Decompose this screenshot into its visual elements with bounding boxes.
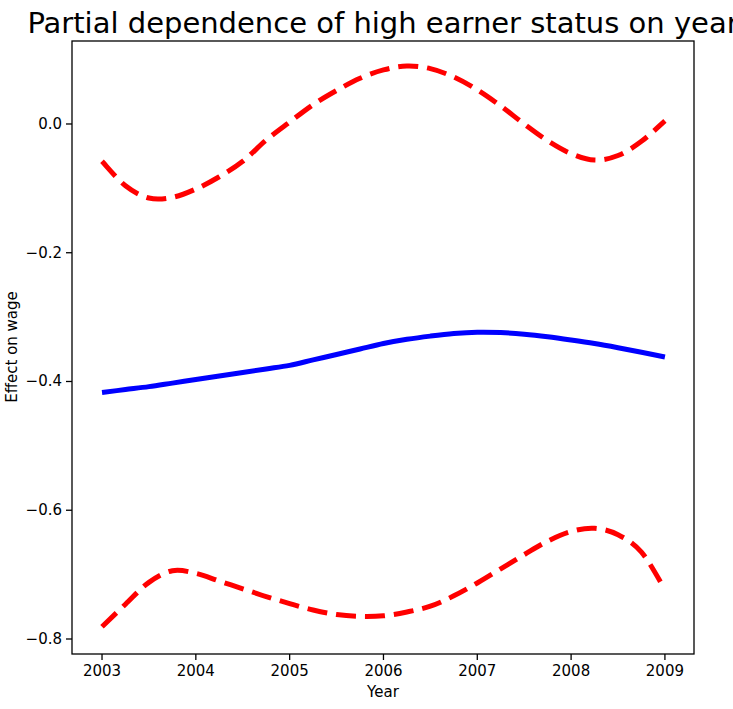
x-tick-label: 2004	[177, 662, 215, 680]
x-tick-label: 2009	[646, 662, 684, 680]
x-axis-label: Year	[366, 683, 400, 701]
y-tick-label: −0.2	[26, 244, 62, 262]
y-tick-label: 0.0	[38, 115, 62, 133]
y-tick-label: −0.4	[26, 372, 62, 390]
figure: 2003 2004 2005 2006 2007 2008 2009 0.0 −0.2 −0.4…	[0, 0, 733, 709]
lower-confidence-band-line	[102, 528, 665, 627]
x-axis-ticks: 2003 2004 2005 2006 2007 2008 2009	[83, 654, 684, 680]
y-tick-label: −0.6	[26, 501, 62, 519]
partial-dependence-mean-line	[102, 332, 665, 392]
x-tick-label: 2006	[364, 662, 402, 680]
x-tick-label: 2007	[458, 662, 496, 680]
y-axis-label: Effect on wage	[3, 291, 21, 403]
partial-dependence-chart: 2003 2004 2005 2006 2007 2008 2009 0.0 −0.2 −0.4…	[0, 0, 733, 709]
x-tick-label: 2003	[83, 662, 121, 680]
y-tick-label: −0.8	[26, 630, 62, 648]
x-tick-label: 2005	[271, 662, 309, 680]
chart-title: Partial dependence of high earner status…	[27, 6, 733, 40]
chart-series	[102, 66, 665, 627]
plot-area	[72, 41, 694, 654]
x-tick-label: 2008	[552, 662, 590, 680]
y-axis-ticks: 0.0 −0.2 −0.4 −0.6 −0.8	[26, 115, 72, 648]
upper-confidence-band-line	[102, 66, 665, 199]
